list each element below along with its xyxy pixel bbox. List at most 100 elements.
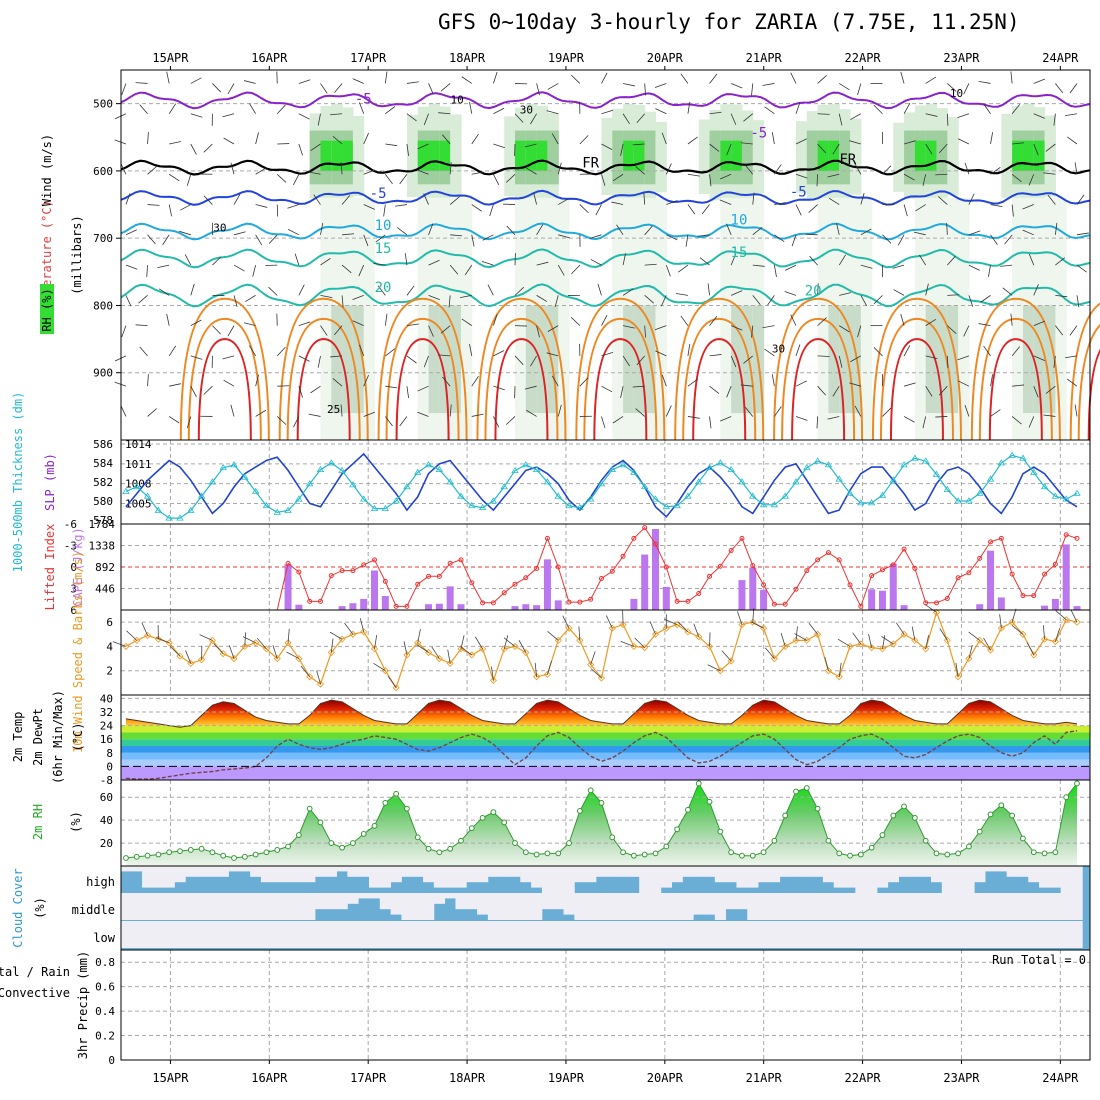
cloud-clear-cell [152, 921, 165, 948]
cloud-clear-cell [1049, 893, 1062, 920]
chart-title: GFS 0~10day 3-hourly for ZARIA (7.75E, 1… [438, 10, 1020, 34]
wind-barb [590, 259, 602, 266]
wind-barb [795, 204, 802, 216]
wind-barb [125, 193, 131, 205]
wind-barb [661, 132, 667, 145]
wind-barb-10m [693, 623, 700, 637]
wind-barb [774, 202, 787, 205]
wind-speed-point [370, 645, 379, 653]
thickness-point [338, 466, 346, 473]
li-point [577, 599, 583, 605]
wind-barb [1076, 194, 1085, 205]
axis-label-part: Lifted Index [43, 524, 57, 611]
axis-label-part: 1000-500mb Thickness (dm) [11, 392, 25, 573]
cloud-clear-cell [920, 921, 932, 948]
temp-contour-low [187, 317, 262, 441]
wind-barb [308, 413, 321, 417]
wind-barb [1076, 264, 1087, 273]
cloud-clear-cell [347, 921, 359, 948]
axis-label-part: 3hr Precip (mm) [76, 951, 90, 1059]
cloud-clear-cell [336, 866, 348, 872]
wind-barb [873, 104, 883, 115]
li-point [955, 575, 961, 581]
rh2m-label: 2m RH [31, 804, 45, 840]
temp-contour-low [1077, 324, 1100, 441]
wind-barb [935, 416, 948, 418]
wind-barb [417, 385, 429, 392]
wind-speed-point [360, 628, 368, 636]
cloud-clear-cell [444, 866, 456, 888]
wind-barb [1047, 194, 1056, 205]
cloud-clear-cell [174, 921, 186, 948]
thickness-point [154, 506, 163, 513]
wind-barb [611, 201, 624, 205]
cloud-clear-cell [768, 921, 781, 948]
wind-barb-10m [460, 635, 465, 649]
wind-barb [120, 405, 127, 417]
wind-barb-10m [1055, 610, 1067, 621]
wind-barb [138, 295, 148, 304]
wind-barb [406, 323, 419, 327]
cloud-clear-cell [574, 866, 586, 883]
wind-barb [570, 317, 581, 326]
cloud-clear-cell [671, 893, 683, 920]
wind-barb-10m [838, 662, 842, 677]
thickness-point [651, 495, 660, 502]
rh-cell [342, 140, 354, 171]
wind-barb [816, 174, 819, 187]
wind-barb-10m [1054, 628, 1061, 642]
rh-cell [817, 140, 829, 171]
wind-barb [1074, 162, 1078, 175]
axis-label-part: (%) [33, 897, 47, 919]
wind-barb [1055, 257, 1066, 266]
wind-barb [767, 295, 775, 306]
rh-cell [450, 114, 462, 198]
wind-barb [903, 382, 916, 387]
rh-point [123, 855, 129, 861]
cloud-clear-cell [639, 866, 651, 893]
thickness-point [446, 478, 454, 485]
wind-barb-10m [752, 608, 755, 623]
wind-barb [1055, 83, 1064, 94]
wind-speed-point [587, 661, 595, 669]
wind-speed-point [500, 645, 508, 653]
cloud-clear-cell [304, 921, 316, 948]
wind-speed-point [878, 645, 887, 653]
wind-barb [771, 132, 775, 145]
wind-barb [1033, 113, 1045, 119]
cloud-clear-cell [455, 866, 467, 888]
wind-barb [313, 194, 321, 205]
cloud-clear-cell [358, 866, 370, 877]
wind-barb [359, 344, 365, 357]
thickness-point [846, 489, 854, 496]
rh-cell [936, 130, 948, 185]
cloud-clear-cell [369, 921, 381, 948]
wind-barb [947, 325, 957, 334]
rh-point [404, 805, 410, 812]
wind-barb [293, 416, 300, 428]
wind-barb [1055, 294, 1068, 298]
wind-barb [922, 174, 927, 187]
wind-barb [860, 295, 868, 307]
wind-barb [341, 295, 344, 308]
wind-barb [850, 355, 862, 363]
cloud-clear-cell [963, 866, 975, 893]
rh-cell [525, 305, 538, 414]
li-point [1042, 571, 1048, 577]
contour-label: 20 [805, 283, 822, 299]
cloud-clear-cell [585, 893, 597, 920]
temp-band [121, 725, 1090, 733]
rh-cell [1044, 305, 1056, 414]
wind-barb [968, 230, 981, 236]
wind-barb [487, 284, 494, 296]
wind-barb [450, 234, 463, 237]
wind-barb [839, 292, 852, 296]
wind-barb [666, 234, 678, 241]
rh-point [231, 855, 237, 861]
wind-barb [730, 290, 743, 296]
wind-barb-10m [126, 630, 138, 641]
wind-barb [1053, 113, 1056, 126]
date-label-top: 21APR [746, 51, 783, 65]
thickness-point [349, 481, 357, 488]
wind-barb-10m [750, 621, 764, 629]
